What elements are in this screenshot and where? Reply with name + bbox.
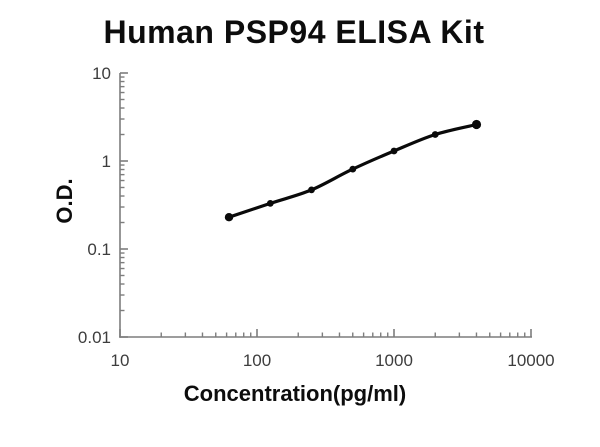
y-tick-label: 10 — [92, 64, 111, 83]
x-tick-label: 100 — [243, 351, 271, 370]
x-tick-label: 1000 — [375, 351, 413, 370]
data-point-marker — [266, 200, 274, 207]
y-tick-label: 0.1 — [87, 240, 111, 259]
x-tick-label: 10 — [111, 351, 130, 370]
y-tick-label: 1 — [102, 152, 111, 171]
data-point-marker — [431, 131, 439, 138]
chart-title: Human PSP94 ELISA Kit — [103, 14, 485, 50]
data-point-marker — [390, 147, 398, 155]
data-point-marker — [349, 165, 357, 173]
y-tick-label: 0.01 — [78, 328, 111, 347]
x-axis-label: Concentration(pg/ml) — [183, 381, 407, 406]
data-point-marker — [224, 213, 234, 222]
x-tick-label: 10000 — [507, 351, 554, 370]
data-point-marker — [308, 186, 315, 194]
data-point-marker — [471, 119, 482, 130]
